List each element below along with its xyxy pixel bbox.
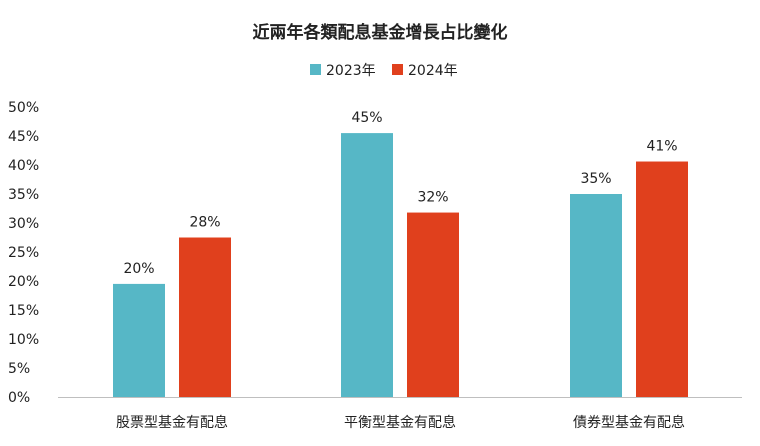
y-axis: 0% 5% 10% 15% 20% 25% 30% 35% 40% 45% 50% bbox=[8, 100, 39, 406]
y-tick-label: 35% bbox=[8, 187, 39, 203]
data-label: 45% bbox=[351, 110, 382, 126]
bar-2024-1 bbox=[407, 212, 459, 397]
bar-2023-2 bbox=[570, 194, 622, 397]
bars-group: 20% 28% 45% 32% 35% 41% bbox=[113, 110, 688, 397]
bar-2024-0 bbox=[179, 237, 231, 397]
x-category-label: 股票型基金有配息 bbox=[116, 414, 228, 431]
data-label: 35% bbox=[580, 171, 611, 187]
y-tick-label: 10% bbox=[8, 332, 39, 348]
bar-2023-1 bbox=[341, 133, 393, 397]
bar-2024-2 bbox=[636, 161, 688, 397]
legend-swatch-1 bbox=[392, 64, 403, 75]
legend-label-0: 2023年 bbox=[326, 63, 376, 79]
data-label: 28% bbox=[189, 215, 220, 231]
data-label: 41% bbox=[646, 139, 677, 155]
y-tick-label: 15% bbox=[8, 303, 39, 319]
x-category-label: 平衡型基金有配息 bbox=[344, 414, 456, 431]
legend-swatch-0 bbox=[310, 64, 321, 75]
data-label: 32% bbox=[417, 190, 448, 206]
y-tick-label: 25% bbox=[8, 245, 39, 261]
x-axis: 股票型基金有配息 平衡型基金有配息 債券型基金有配息 bbox=[58, 397, 742, 431]
y-tick-label: 0% bbox=[8, 390, 30, 406]
y-tick-label: 20% bbox=[8, 274, 39, 290]
x-category-label: 債券型基金有配息 bbox=[573, 414, 685, 431]
chart-title: 近兩年各類配息基金增長占比變化 bbox=[253, 22, 508, 43]
y-tick-label: 5% bbox=[8, 361, 30, 377]
y-tick-label: 50% bbox=[8, 100, 39, 116]
data-label: 20% bbox=[123, 261, 154, 277]
y-tick-label: 40% bbox=[8, 158, 39, 174]
legend-label-1: 2024年 bbox=[408, 63, 458, 79]
y-tick-label: 30% bbox=[8, 216, 39, 232]
y-tick-label: 45% bbox=[8, 129, 39, 145]
chart-legend: 2023年 2024年 bbox=[310, 63, 458, 79]
bar-2023-0 bbox=[113, 283, 165, 397]
